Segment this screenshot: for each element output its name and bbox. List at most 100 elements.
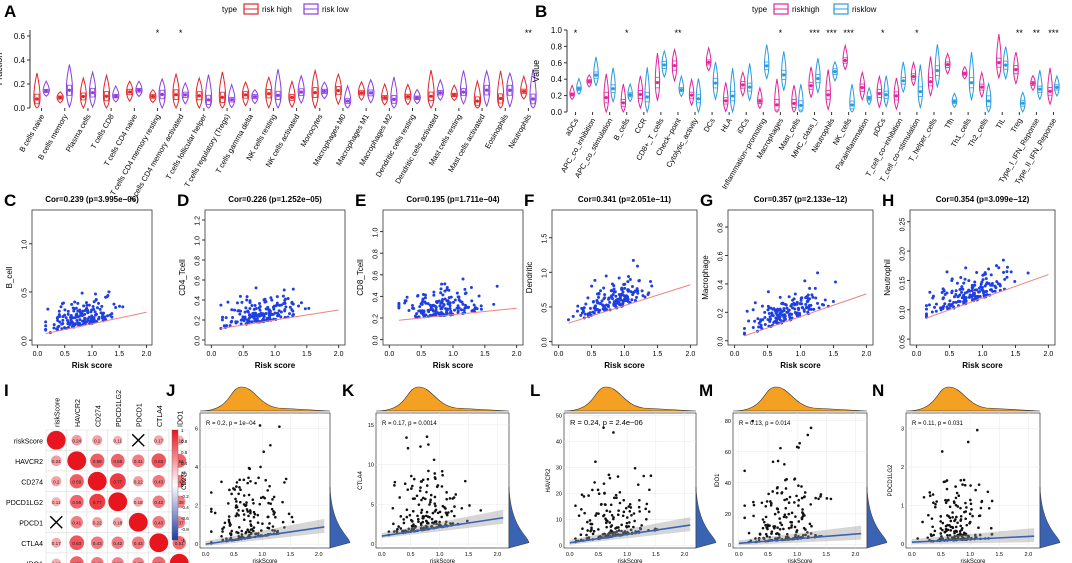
data-point — [963, 531, 966, 535]
data-point — [628, 509, 632, 513]
data-point — [104, 295, 108, 299]
correlation-value: 0.41 — [72, 520, 81, 525]
data-point — [798, 441, 801, 445]
data-point — [70, 302, 74, 306]
legend-title: type — [752, 5, 768, 14]
data-point — [782, 307, 786, 311]
violin-point — [707, 60, 711, 65]
data-point — [817, 306, 821, 310]
data-point — [958, 530, 962, 533]
data-point — [429, 498, 432, 502]
violin-shape — [705, 45, 712, 72]
data-point — [601, 307, 605, 311]
data-point — [92, 316, 96, 320]
violin-shape — [459, 70, 468, 105]
data-point — [445, 497, 448, 501]
data-point — [597, 492, 601, 495]
data-point — [230, 529, 234, 533]
row-label: PDCD1LG2 — [6, 500, 43, 507]
data-point — [435, 522, 438, 526]
data-point — [941, 521, 945, 525]
data-point — [258, 308, 262, 312]
data-point — [281, 500, 284, 504]
data-point — [761, 526, 765, 530]
x-axis-label: riskScore — [617, 559, 643, 563]
data-point — [962, 293, 966, 297]
violin-point — [662, 63, 666, 67]
correlation-value: 0.43 — [93, 561, 102, 563]
x-tick-label: 0.5 — [238, 351, 248, 358]
violin-point — [741, 83, 745, 87]
correlation-value: 0.18 — [113, 520, 122, 525]
data-point — [785, 497, 789, 501]
significance-mark: *** — [843, 28, 854, 38]
data-point — [977, 286, 981, 290]
y-tick-label: 6 — [195, 426, 198, 432]
x-tick-label: 2.0 — [681, 552, 689, 558]
data-point — [777, 510, 780, 514]
correlation-value: 0.24 — [52, 459, 61, 464]
data-point — [220, 480, 223, 484]
data-point — [46, 307, 50, 311]
data-point — [477, 294, 481, 298]
violin-shape — [637, 75, 644, 110]
data-point — [60, 327, 64, 331]
data-point — [829, 497, 833, 501]
data-point — [967, 295, 971, 299]
data-point — [461, 277, 465, 281]
data-point — [444, 522, 447, 526]
violin-point — [963, 72, 967, 76]
correlation-circle — [51, 476, 62, 487]
y-tick-label: 10 — [368, 463, 374, 469]
data-point — [44, 324, 48, 328]
data-point — [472, 303, 476, 307]
data-point — [767, 492, 770, 496]
correlation-circle — [51, 558, 62, 563]
scatter-panel-g: G Cor=0.357 (p=2.133e−12)0.0 0.5 1.0 1.5 2.00… — [700, 191, 874, 370]
data-point — [945, 487, 949, 491]
violin-shape — [343, 84, 352, 109]
data-point — [78, 310, 82, 314]
data-point — [954, 300, 958, 304]
data-point — [454, 493, 458, 496]
data-point — [797, 535, 800, 538]
y-tick-label: 2 — [195, 504, 198, 510]
data-point — [272, 513, 276, 516]
x-tick-label: 0.0 — [554, 351, 564, 358]
data-point — [634, 530, 637, 533]
data-point — [603, 532, 607, 536]
data-point — [965, 523, 969, 527]
data-point — [256, 513, 260, 517]
data-point — [968, 289, 972, 293]
violin-point — [174, 93, 178, 97]
data-point — [423, 296, 427, 300]
row-label: CTLA4 — [21, 541, 43, 548]
violin-shape — [951, 92, 958, 109]
data-point — [949, 519, 953, 523]
data-point — [582, 310, 586, 314]
data-point — [790, 524, 794, 527]
data-point — [1009, 270, 1013, 274]
data-point — [585, 536, 589, 540]
violin-shape — [791, 85, 797, 113]
data-point — [579, 313, 583, 317]
data-point — [283, 309, 287, 313]
column-label: PDCD1LG2 — [116, 390, 123, 427]
data-point — [577, 514, 581, 517]
data-point — [213, 511, 217, 515]
data-point — [753, 319, 757, 323]
data-point — [759, 323, 763, 327]
data-point — [234, 320, 238, 324]
data-point — [817, 497, 820, 501]
regression-line — [926, 274, 1049, 319]
data-point — [410, 527, 414, 531]
y-tick-label: 10 — [556, 517, 562, 523]
data-point — [928, 290, 932, 294]
data-point — [479, 304, 483, 308]
violin-point — [160, 92, 164, 97]
data-point — [769, 504, 773, 507]
data-point — [237, 525, 241, 529]
violin-shape — [978, 70, 985, 99]
x-tick-label: 1.0 — [448, 351, 458, 358]
data-point — [57, 324, 61, 328]
